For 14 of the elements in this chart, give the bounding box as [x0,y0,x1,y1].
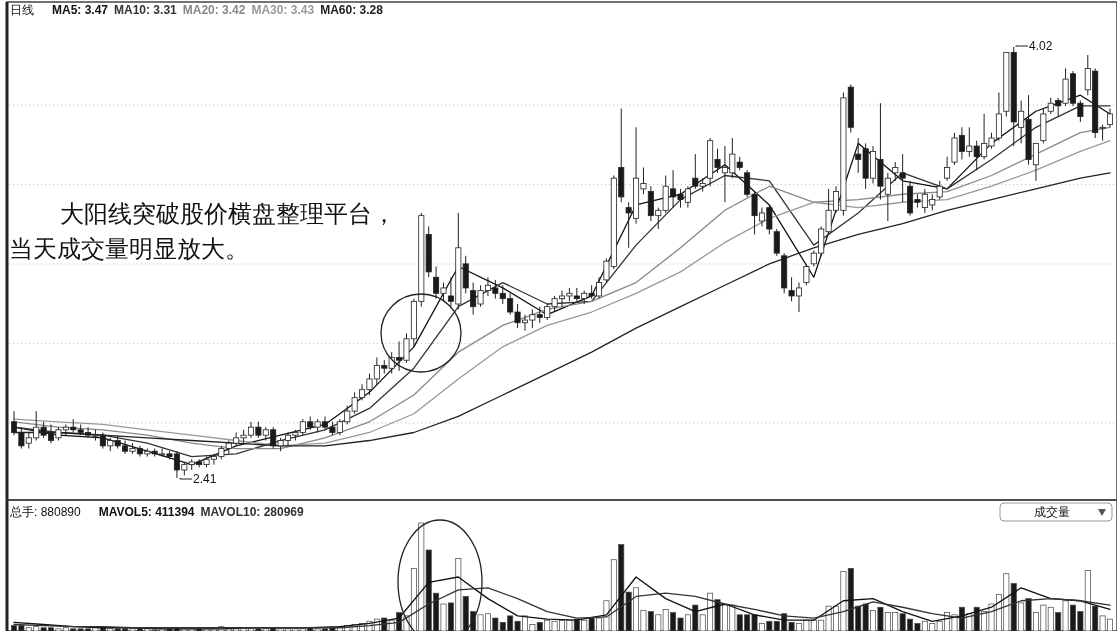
text: MAVOL10: 280969 [200,505,305,519]
annotation: 当天成交量明显放大。 [9,235,249,263]
text: MA5: 3.47 [52,3,109,17]
chart-title: 总手: 880890 [9,505,82,519]
annotation: 2.41 [193,472,217,486]
text: MA60: 3.28 [320,3,384,17]
text: MA10: 3.31 [114,3,178,17]
annotation: 4.02 [1029,39,1053,53]
chart-title: 日线 [10,3,34,17]
annotation: 大阳线突破股价横盘整理平台， [60,200,396,228]
text: MA30: 3.43 [251,3,315,17]
text: MA20: 3.42 [182,3,246,17]
text: 成交量 [1034,505,1070,519]
text: MAVOL5: 411394 [98,505,195,519]
